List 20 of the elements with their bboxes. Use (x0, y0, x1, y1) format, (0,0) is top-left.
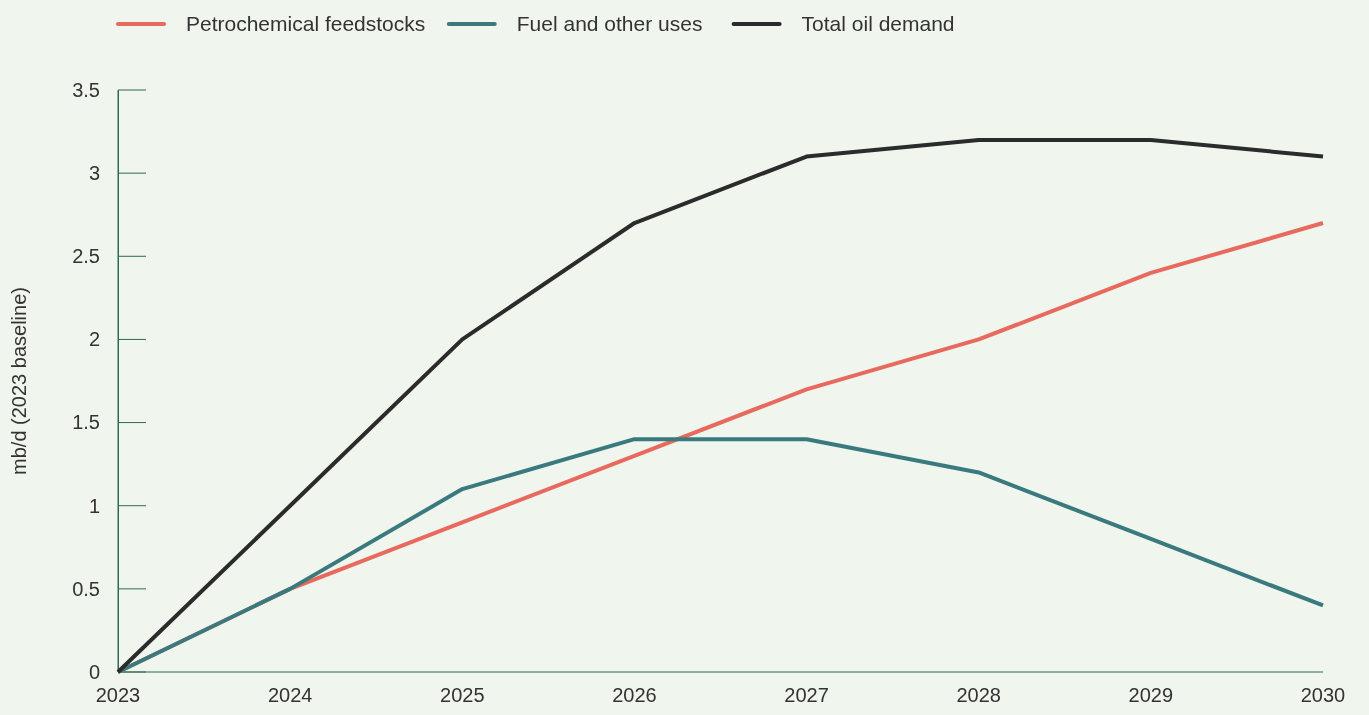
x-tick-label: 2029 (1128, 684, 1174, 706)
y-tick-label: 0 (88, 660, 100, 683)
x-tick-label: 2025 (440, 684, 485, 706)
y-tick-label: 1.5 (72, 411, 100, 434)
x-tick-label: 2028 (956, 684, 1001, 706)
x-tick-label: 2023 (95, 684, 141, 706)
legend-label: Petrochemical feedstocks (186, 12, 426, 36)
x-tick-label: 2030 (1300, 684, 1346, 706)
x-tick-label: 2026 (612, 684, 657, 706)
legend-label: Total oil demand (801, 12, 955, 36)
y-axis-title: mb/d (2023 baseline) (8, 287, 30, 475)
y-tick-label: 3.5 (72, 78, 100, 101)
y-tick-label: 2.5 (72, 245, 100, 268)
x-tick-label: 2027 (784, 684, 829, 706)
legend-label: Fuel and other uses (516, 12, 703, 36)
x-tick-label: 2024 (267, 684, 313, 706)
y-tick-label: 3 (88, 162, 100, 185)
y-tick-label: 0.5 (72, 577, 100, 600)
y-tick-label: 1 (88, 494, 100, 517)
y-tick-label: 2 (88, 328, 100, 351)
